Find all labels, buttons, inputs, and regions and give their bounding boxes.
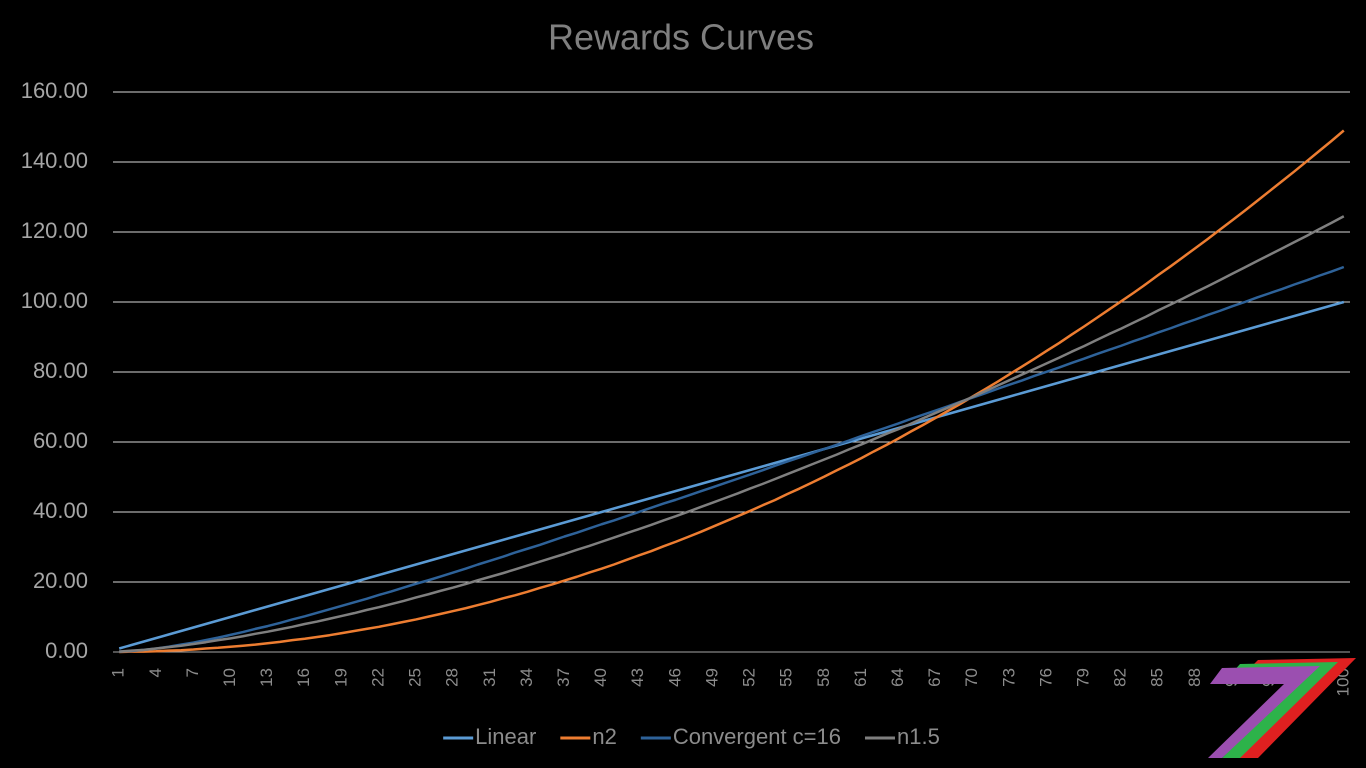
x-tick-label: 28 bbox=[443, 668, 462, 687]
x-tick-label: 52 bbox=[740, 668, 759, 687]
legend-label: n2 bbox=[592, 724, 616, 749]
x-tick-label: 85 bbox=[1148, 668, 1167, 687]
legend: Linear n2 Convergent c=16 n1.5 bbox=[443, 724, 940, 749]
logo-red bbox=[1236, 658, 1356, 758]
y-tick-label: 0.00 bbox=[45, 638, 88, 663]
y-tick-label: 140.00 bbox=[21, 148, 88, 173]
x-tick-label: 25 bbox=[406, 668, 425, 687]
x-tick-label: 58 bbox=[814, 668, 833, 687]
legend-label: Linear bbox=[475, 724, 536, 749]
logo-green bbox=[1222, 662, 1338, 758]
x-tick-label: 73 bbox=[999, 668, 1018, 687]
x-tick-label: 37 bbox=[554, 668, 573, 687]
x-tick-label: 70 bbox=[962, 668, 981, 687]
x-tick-label: 19 bbox=[331, 668, 350, 687]
x-tick-label: 13 bbox=[257, 668, 276, 687]
y-tick-label: 20.00 bbox=[33, 568, 88, 593]
x-tick-label: 61 bbox=[851, 668, 870, 687]
x-tick-label: 88 bbox=[1185, 668, 1204, 687]
x-tick-label: 46 bbox=[665, 668, 684, 687]
x-tick-label: 34 bbox=[517, 668, 536, 687]
series-line bbox=[119, 215, 1345, 653]
x-tick-label: 1 bbox=[109, 668, 128, 677]
y-tick-label: 120.00 bbox=[21, 218, 88, 243]
x-tick-label: 7 bbox=[183, 668, 202, 677]
y-tick-label: 160.00 bbox=[21, 78, 88, 103]
x-tick-label: 55 bbox=[777, 668, 796, 687]
logo-purple bbox=[1208, 666, 1320, 758]
legend-label: n1.5 bbox=[897, 724, 940, 749]
x-tick-label: 22 bbox=[368, 668, 387, 687]
series-line bbox=[118, 300, 1345, 650]
x-tick-label: 49 bbox=[702, 668, 721, 687]
x-tick-label: 4 bbox=[146, 668, 165, 677]
y-tick-label: 60.00 bbox=[33, 428, 88, 453]
x-tick-label: 76 bbox=[1036, 668, 1055, 687]
x-tick-label: 67 bbox=[925, 668, 944, 687]
logo bbox=[1208, 658, 1356, 758]
series-line bbox=[119, 265, 1345, 653]
x-tick-label: 31 bbox=[480, 668, 499, 687]
x-tick-label: 10 bbox=[220, 668, 239, 687]
x-tick-label: 43 bbox=[628, 668, 647, 687]
y-tick-label: 80.00 bbox=[33, 358, 88, 383]
x-tick-label: 16 bbox=[294, 668, 313, 687]
x-tick-label: 40 bbox=[591, 668, 610, 687]
series-line bbox=[119, 129, 1345, 654]
x-tick-label: 79 bbox=[1074, 668, 1093, 687]
x-tick-label: 82 bbox=[1111, 668, 1130, 687]
y-tick-label: 40.00 bbox=[33, 498, 88, 523]
chart-title: Rewards Curves bbox=[548, 17, 814, 58]
y-tick-label: 100.00 bbox=[21, 288, 88, 313]
legend-label: Convergent c=16 bbox=[673, 724, 841, 749]
x-tick-label: 64 bbox=[888, 668, 907, 687]
